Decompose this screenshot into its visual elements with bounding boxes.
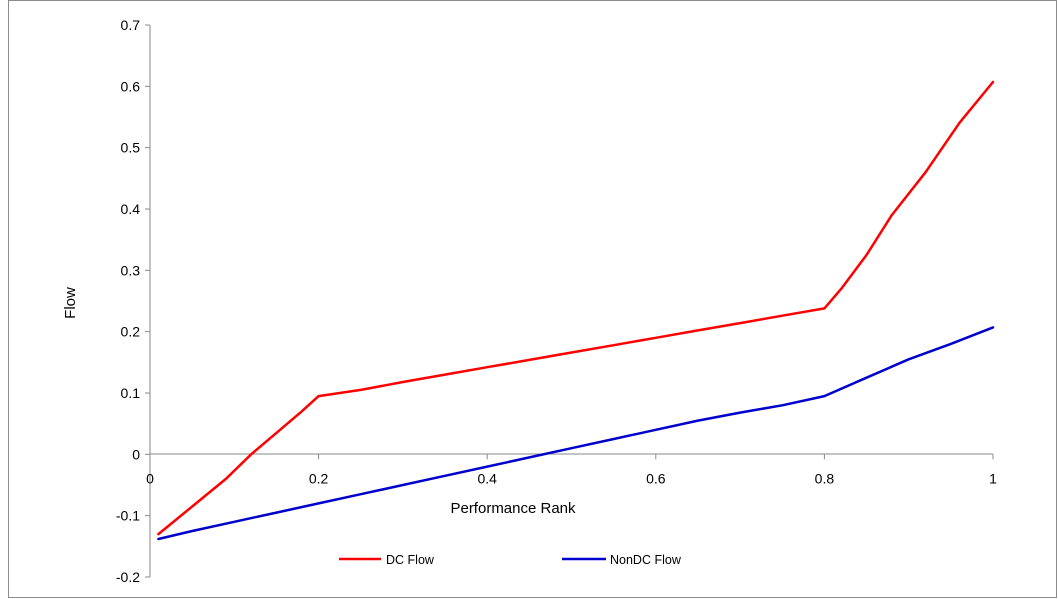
- y-tick-label: 0.7: [121, 17, 141, 33]
- chart-frame: [8, 0, 1057, 598]
- series-layer: [157, 80, 995, 541]
- y-tick-label: 0: [132, 446, 140, 462]
- x-tick-label: 0.4: [477, 470, 497, 486]
- x-tick-label: 0.2: [309, 470, 329, 486]
- y-tick-label: 0.3: [121, 262, 141, 278]
- y-tick-label: 0.6: [121, 78, 141, 94]
- y-axis-title: Flow: [62, 287, 79, 319]
- y-tick-label: -0.2: [116, 569, 140, 585]
- x-tick-label: 0: [146, 470, 154, 486]
- x-tick-label: 0.6: [646, 470, 666, 486]
- y-tick-group: -0.2 -0.1 0 0.1 0.2 0.3 0.4 0.5 0.6 0.7: [116, 17, 150, 585]
- legend-label-nondc-flow: NonDC Flow: [610, 553, 682, 567]
- x-tick-label: 1: [989, 470, 997, 486]
- x-axis-title: Performance Rank: [450, 500, 576, 517]
- x-tick-group: 0 0.2 0.4 0.6 0.8 1: [146, 454, 997, 486]
- series-line-nondc-flow: [157, 326, 995, 541]
- x-tick-label: 0.8: [815, 470, 835, 486]
- y-tick-label: 0.1: [121, 385, 141, 401]
- legend: DC Flow NonDC Flow: [339, 553, 682, 567]
- y-tick-label: 0.5: [121, 140, 141, 156]
- legend-label-dc-flow: DC Flow: [386, 553, 435, 567]
- y-tick-label: -0.1: [116, 508, 140, 524]
- y-tick-label: 0.4: [121, 201, 141, 217]
- series-line-dc-flow: [157, 80, 995, 536]
- y-tick-label: 0.2: [121, 324, 141, 340]
